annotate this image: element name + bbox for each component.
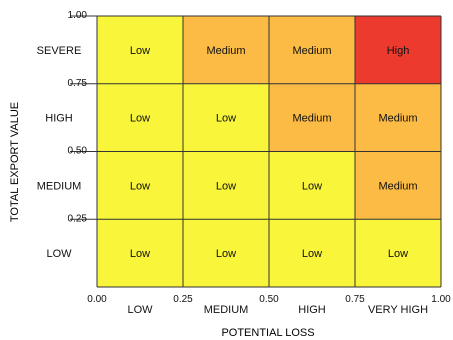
risk-cell (355, 83, 441, 152)
risk-cell-label: Low (130, 113, 150, 125)
risk-cell (97, 83, 183, 152)
x-tick-label: 0.75 (345, 294, 365, 305)
risk-cell (183, 219, 269, 287)
y-tick-label: 0.25 (68, 213, 88, 224)
risk-cell-label: Low (302, 180, 322, 192)
grid-layer (70, 15, 442, 288)
cells-layer (97, 16, 441, 287)
risk-cell (355, 16, 441, 84)
y-category-label: MEDIUM (37, 180, 82, 192)
risk-cell-label: Medium (292, 45, 331, 57)
risk-cell (355, 151, 441, 220)
risk-cell-label: Medium (292, 113, 331, 125)
x-tick-label: 0.25 (173, 294, 193, 305)
x-category-label: HIGH (298, 304, 326, 316)
y-category-label: LOW (46, 248, 72, 260)
x-tick-label: 0.50 (259, 294, 279, 305)
risk-cell (183, 151, 269, 220)
risk-cell (183, 16, 269, 84)
risk-cell (183, 83, 269, 152)
risk-cell-label: Low (388, 248, 408, 260)
x-axis-title: POTENTIAL LOSS (221, 327, 314, 339)
x-category-label: VERY HIGH (368, 304, 428, 316)
x-category-label: MEDIUM (204, 304, 249, 316)
risk-cell-label: Low (130, 45, 150, 57)
x-tick-label: 0.00 (87, 294, 107, 305)
y-tick-label: 0.50 (68, 146, 88, 157)
risk-cell (269, 16, 355, 84)
risk-cell-label: High (387, 45, 410, 57)
risk-cell-label: Medium (378, 180, 417, 192)
y-category-label: HIGH (45, 113, 73, 125)
risk-cell-label: Medium (378, 113, 417, 125)
y-axis-title: TOTAL EXPORT VALUE (9, 102, 21, 222)
risk-cell-label: Low (130, 180, 150, 192)
y-tick-label: 0.75 (68, 78, 88, 89)
risk-cell (97, 151, 183, 220)
risk-cell (269, 151, 355, 220)
y-category-label: SEVERE (37, 45, 82, 57)
x-tick-label: 1.00 (431, 294, 451, 305)
risk-cell-label: Low (130, 248, 150, 260)
risk-cell (97, 219, 183, 287)
risk-cell (269, 219, 355, 287)
risk-cell (97, 16, 183, 84)
risk-cell (269, 83, 355, 152)
y-tick-label: 1.00 (68, 10, 88, 21)
x-category-label: LOW (127, 304, 153, 316)
risk-cell-label: Low (216, 113, 236, 125)
risk-cell-label: Low (216, 180, 236, 192)
risk-cell-label: Medium (206, 45, 245, 57)
risk-cell-label: Low (302, 248, 322, 260)
text-layer: Low Medium Medium High Low Low Medium Medium Low… (37, 10, 451, 316)
risk-cell-label: Low (216, 248, 236, 260)
risk-cell (355, 219, 441, 287)
